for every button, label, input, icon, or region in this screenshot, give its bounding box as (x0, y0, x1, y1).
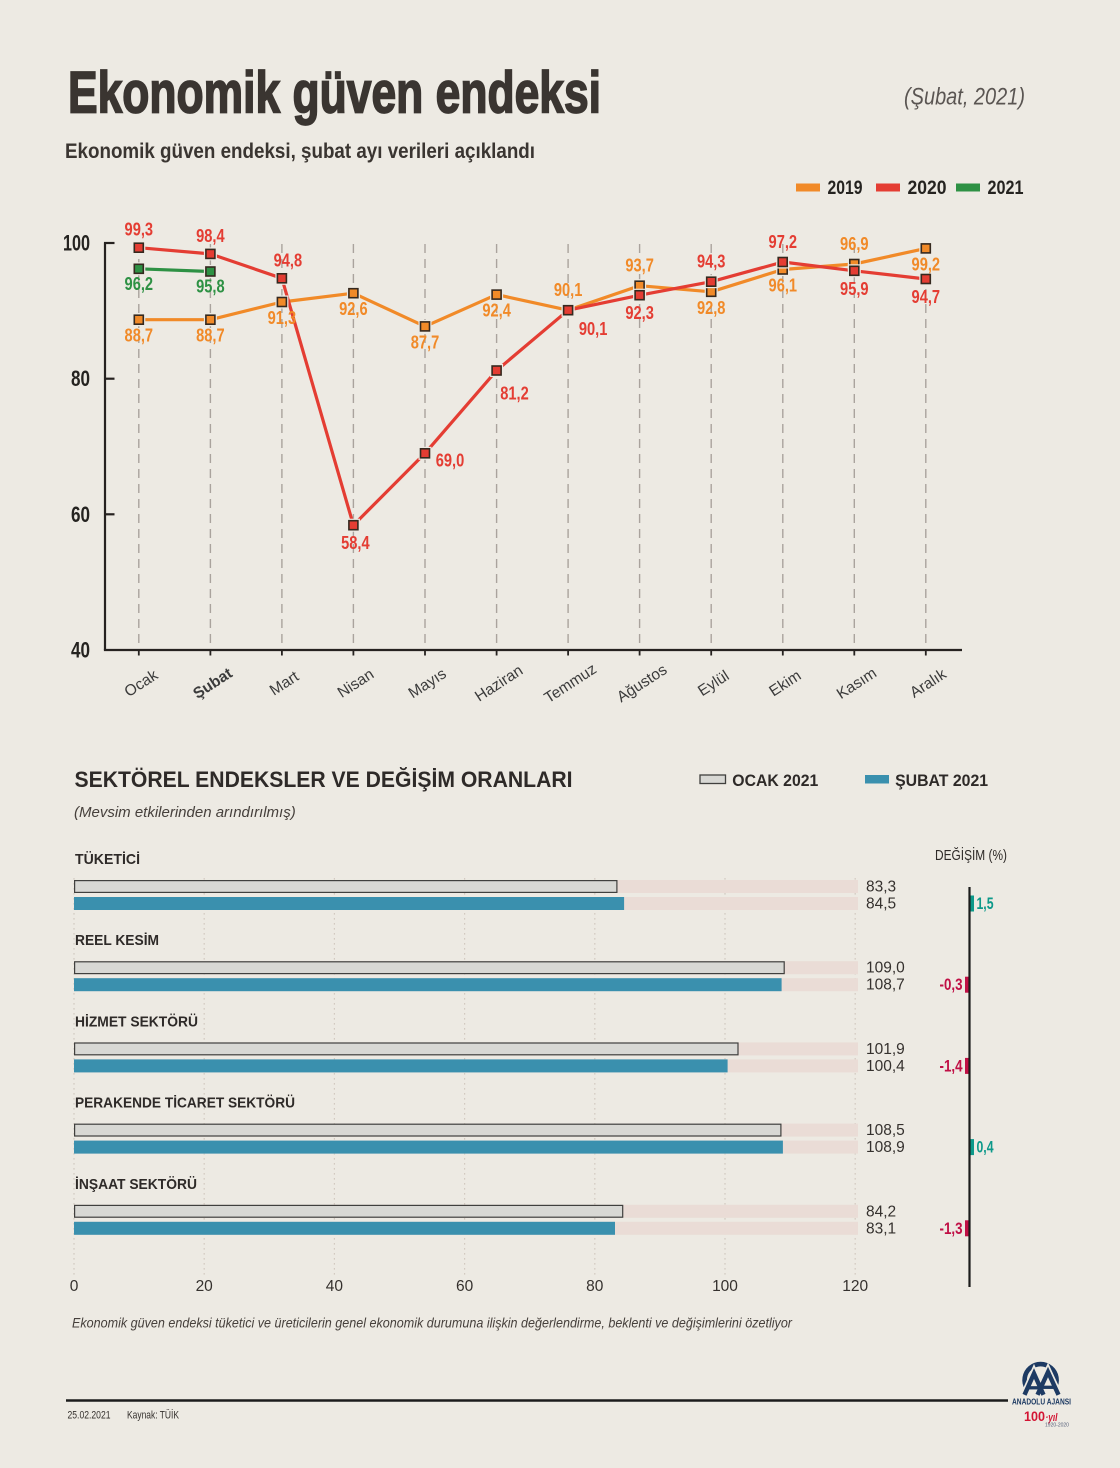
svg-text:Ekonomik güven endeksi, şubat: Ekonomik güven endeksi, şubat ayı verile… (65, 139, 535, 163)
svg-text:Kaynak: TÜİK: Kaynak: TÜİK (127, 1409, 180, 1422)
svg-text:92,3: 92,3 (625, 303, 654, 323)
svg-text:95,9: 95,9 (840, 279, 869, 299)
svg-text:PERAKENDE TİCARET SEKTÖRÜ: PERAKENDE TİCARET SEKTÖRÜ (75, 1095, 295, 1112)
svg-text:98,4: 98,4 (196, 226, 225, 246)
svg-text:94,8: 94,8 (274, 250, 303, 270)
svg-text:94,3: 94,3 (697, 252, 726, 272)
svg-text:92,4: 92,4 (482, 301, 511, 321)
svg-text:1920-2020: 1920-2020 (1045, 1423, 1069, 1429)
svg-text:(Şubat, 2021): (Şubat, 2021) (904, 84, 1025, 111)
svg-text:96,9: 96,9 (840, 234, 869, 254)
svg-text:100,4: 100,4 (866, 1058, 905, 1075)
svg-text:84,5: 84,5 (866, 896, 896, 913)
svg-text:58,4: 58,4 (341, 533, 370, 553)
svg-text:99,3: 99,3 (125, 220, 154, 240)
svg-text:100: 100 (712, 1278, 738, 1295)
svg-text:Ekonomik güven endeksi tüketic: Ekonomik güven endeksi tüketici ve üreti… (72, 1315, 793, 1331)
svg-text:88,7: 88,7 (196, 326, 225, 346)
svg-text:80: 80 (586, 1278, 604, 1295)
svg-text:120: 120 (842, 1278, 868, 1295)
svg-text:ŞUBAT 2021: ŞUBAT 2021 (895, 771, 988, 790)
svg-text:69,0: 69,0 (436, 450, 465, 470)
svg-text:99,2: 99,2 (912, 254, 941, 274)
svg-text:DEĞİŞİM (%): DEĞİŞİM (%) (935, 846, 1007, 864)
svg-text:HİZMET SEKTÖRÜ: HİZMET SEKTÖRÜ (75, 1013, 198, 1030)
svg-text:92,6: 92,6 (339, 299, 368, 319)
svg-text:100: 100 (1024, 1409, 1045, 1424)
svg-text:20: 20 (196, 1278, 214, 1295)
svg-text:94,7: 94,7 (912, 287, 941, 307)
svg-text:81,2: 81,2 (500, 384, 529, 404)
svg-text:84,2: 84,2 (866, 1203, 896, 1220)
svg-text:-1,4: -1,4 (940, 1057, 964, 1075)
svg-text:92,8: 92,8 (697, 298, 726, 318)
svg-text:90,1: 90,1 (579, 319, 608, 339)
svg-text:0: 0 (70, 1278, 79, 1295)
svg-text:96,1: 96,1 (769, 276, 798, 296)
svg-text:REEL KESİM: REEL KESİM (75, 932, 159, 949)
svg-text:100: 100 (63, 231, 90, 256)
svg-text:40: 40 (71, 638, 90, 663)
svg-text:SEKTÖREL ENDEKSLER VE DEĞİŞİM: SEKTÖREL ENDEKSLER VE DEĞİŞİM ORANLARI (75, 767, 573, 792)
svg-text:96,2: 96,2 (125, 274, 154, 294)
svg-text:40: 40 (326, 1278, 344, 1295)
svg-text:25.02.2021: 25.02.2021 (68, 1410, 111, 1422)
svg-text:ANADOLU AJANSI: ANADOLU AJANSI (1012, 1397, 1071, 1407)
svg-text:88,7: 88,7 (125, 326, 154, 346)
svg-text:2021: 2021 (988, 177, 1024, 199)
svg-text:93,7: 93,7 (625, 256, 654, 276)
svg-text:TÜKETİCİ: TÜKETİCİ (75, 851, 140, 868)
svg-text:109,0: 109,0 (866, 960, 905, 977)
svg-text:101,9: 101,9 (866, 1041, 905, 1058)
svg-text:97,2: 97,2 (769, 232, 798, 252)
svg-text:83,3: 83,3 (866, 879, 896, 896)
svg-text:60: 60 (456, 1278, 474, 1295)
svg-text:İNŞAAT SEKTÖRÜ: İNŞAAT SEKTÖRÜ (75, 1176, 197, 1193)
svg-text:108,9: 108,9 (866, 1139, 905, 1156)
svg-text:0,4: 0,4 (977, 1139, 995, 1157)
svg-text:OCAK 2021: OCAK 2021 (732, 771, 818, 790)
svg-text:91,3: 91,3 (268, 308, 297, 328)
svg-text:87,7: 87,7 (411, 332, 440, 352)
svg-text:2019: 2019 (828, 177, 863, 199)
svg-text:90,1: 90,1 (554, 280, 583, 300)
svg-text:-0,3: -0,3 (940, 976, 963, 994)
svg-text:-1,3: -1,3 (940, 1220, 963, 1238)
svg-text:108,7: 108,7 (866, 977, 905, 994)
svg-text:1,5: 1,5 (977, 895, 994, 913)
svg-text:(Mevsim etkilerinden arındırıl: (Mevsim etkilerinden arındırılmış) (74, 804, 296, 821)
svg-text:60: 60 (71, 502, 90, 527)
svg-text:·yıl: ·yıl (1046, 1412, 1059, 1424)
svg-text:2020: 2020 (908, 177, 947, 199)
svg-text:83,1: 83,1 (866, 1220, 896, 1237)
svg-text:80: 80 (71, 366, 90, 391)
svg-text:Ekonomik güven endeksi: Ekonomik güven endeksi (68, 61, 601, 126)
svg-text:95,8: 95,8 (196, 277, 225, 297)
svg-text:108,5: 108,5 (866, 1122, 905, 1139)
